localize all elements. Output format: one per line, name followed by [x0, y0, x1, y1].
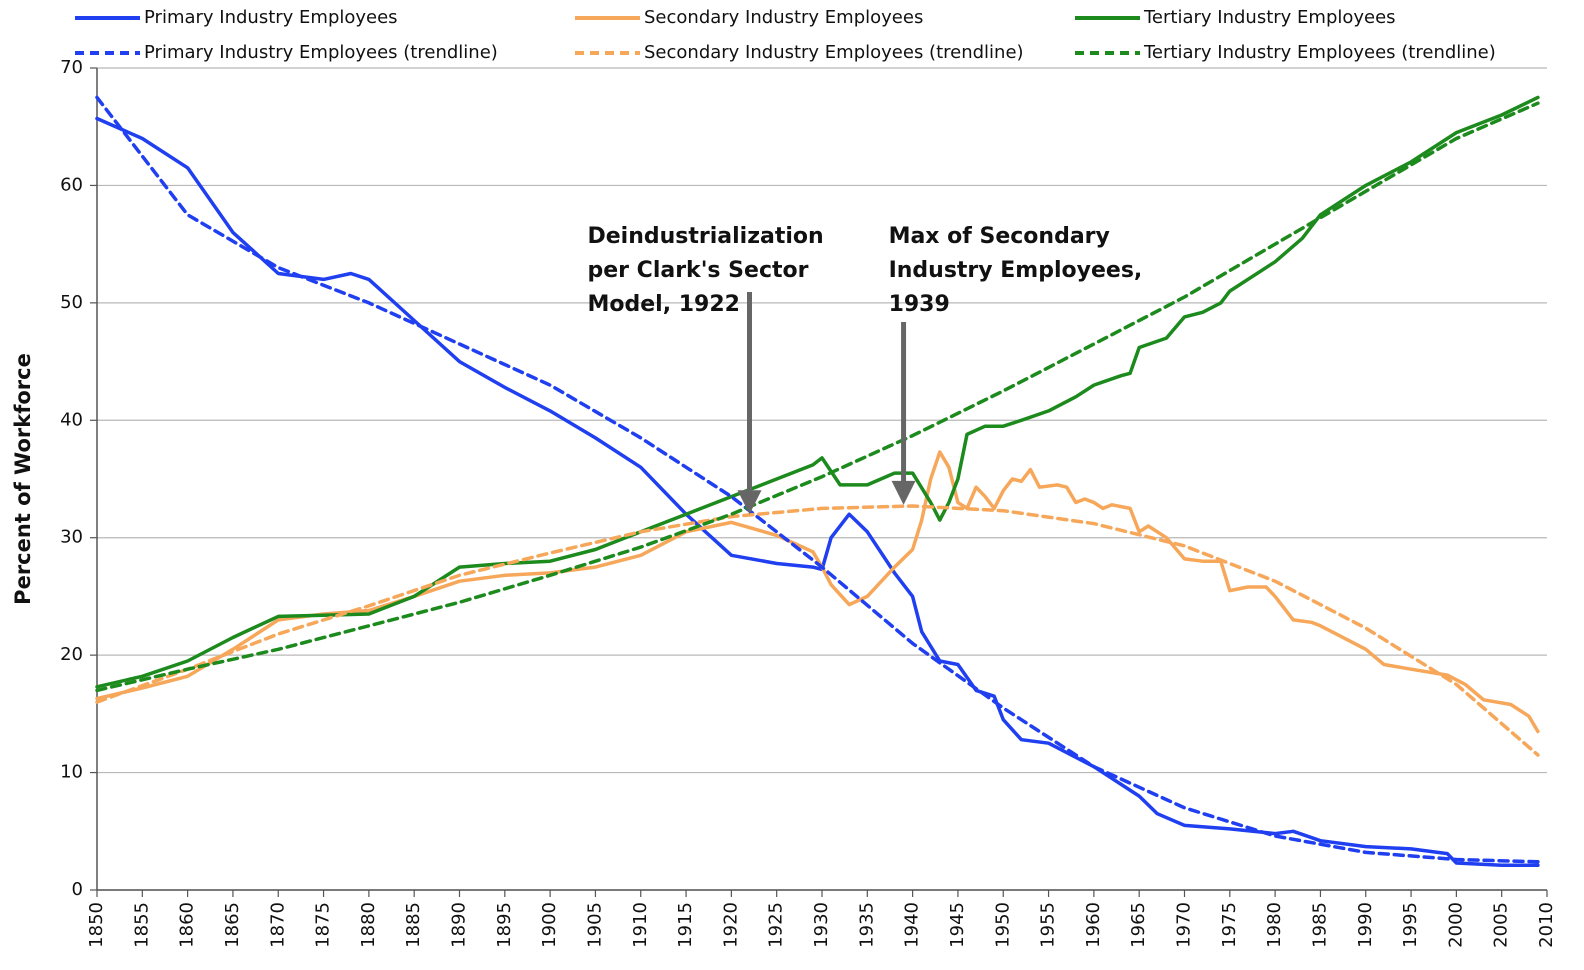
y-tick-label: 40 [60, 409, 83, 430]
x-tick-label: 2000 [1445, 902, 1466, 948]
annotation-text: Max of Secondary [889, 224, 1110, 249]
annotation-text: Industry Employees, [889, 258, 1143, 283]
x-tick-label: 1960 [1083, 902, 1104, 948]
x-tick-label: 1930 [811, 902, 832, 948]
x-tick-label: 1900 [539, 902, 560, 948]
annotation-text: 1939 [889, 292, 950, 317]
annotation-text: per Clark's Sector [588, 258, 809, 283]
annotation-text: Deindustrialization [588, 224, 824, 249]
series-line [95, 116, 1540, 868]
x-tick-label: 1940 [902, 902, 923, 948]
x-tick-label: 1860 [177, 902, 198, 948]
legend-label: Secondary Industry Employees [644, 7, 923, 28]
series-line [95, 95, 1540, 864]
x-tick-label: 1975 [1219, 902, 1240, 948]
y-tick-label: 30 [60, 527, 83, 548]
x-tick-label: 2005 [1491, 902, 1512, 948]
y-tick-label: 60 [60, 174, 83, 195]
annotation: Max of Secondary Industry Employees, 1939 [889, 224, 1143, 505]
x-tick-label: 1950 [992, 902, 1013, 948]
series-line [95, 101, 1540, 693]
x-tick-label: 1915 [675, 902, 696, 948]
y-tick-label: 0 [72, 879, 83, 900]
x-tick-label: 1870 [267, 902, 288, 948]
x-tick-label: 1980 [1264, 902, 1285, 948]
series-line [95, 504, 1540, 757]
x-tick-label: 1850 [86, 902, 107, 948]
x-tick-label: 1885 [403, 902, 424, 948]
legend-label: Secondary Industry Employees (trendline) [644, 42, 1024, 63]
x-tick-label: 1970 [1174, 902, 1195, 948]
y-tick-label: 70 [60, 57, 83, 78]
arrow-shaft [747, 292, 752, 493]
x-tick-label: 1925 [766, 902, 787, 948]
x-tick-label: 2010 [1536, 902, 1557, 948]
x-tick-label: 1865 [222, 902, 243, 948]
y-tick-label: 10 [60, 762, 83, 783]
legend-label: Primary Industry Employees (trendline) [144, 42, 498, 63]
y-axis-title: Percent of Workforce [11, 353, 35, 605]
x-tick-label: 1895 [494, 902, 515, 948]
legend-label: Tertiary Industry Employees [1143, 7, 1396, 28]
x-tick-label: 1875 [313, 902, 334, 948]
x-tick-label: 1985 [1309, 902, 1330, 948]
x-tick-label: 1945 [947, 902, 968, 948]
x-tick-label: 1905 [584, 902, 605, 948]
x-tick-label: 1855 [131, 902, 152, 948]
annotation: Deindustrialization per Clark's Sector Mod… [588, 224, 824, 515]
x-tick-label: 1955 [1038, 902, 1059, 948]
legend-label: Tertiary Industry Employees (trendline) [1143, 42, 1496, 63]
y-tick-label: 20 [60, 644, 83, 665]
arrow-shaft [901, 322, 907, 483]
x-tick-label: 1935 [856, 902, 877, 948]
x-tick-label: 1995 [1400, 902, 1421, 948]
x-tick-label: 1890 [449, 902, 470, 948]
y-tick-label: 50 [60, 292, 83, 313]
legend-label: Primary Industry Employees [144, 7, 398, 28]
x-tick-label: 1990 [1355, 902, 1376, 948]
series-line [95, 95, 1540, 689]
arrow-head [737, 490, 762, 515]
x-tick-label: 1965 [1128, 902, 1149, 948]
x-tick-label: 1920 [720, 902, 741, 948]
arrow-head [891, 480, 916, 505]
x-tick-label: 1910 [630, 902, 651, 948]
annotation-text: Model, 1922 [588, 292, 740, 317]
x-tick-label: 1880 [358, 902, 379, 948]
series-line [95, 450, 1540, 734]
